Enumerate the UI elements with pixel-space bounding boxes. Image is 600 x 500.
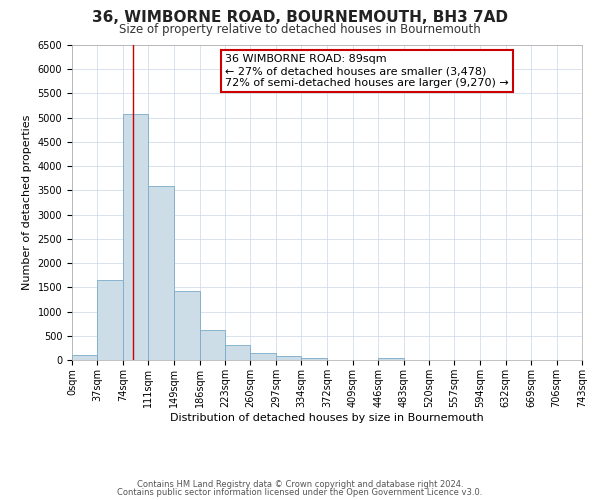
Text: Size of property relative to detached houses in Bournemouth: Size of property relative to detached ho… — [119, 22, 481, 36]
Bar — [97, 280, 123, 360]
Bar — [250, 352, 276, 360]
Bar — [200, 330, 225, 360]
X-axis label: Distribution of detached houses by size in Bournemouth: Distribution of detached houses by size … — [170, 412, 484, 422]
Text: 36 WIMBORNE ROAD: 89sqm
← 27% of detached houses are smaller (3,478)
72% of semi: 36 WIMBORNE ROAD: 89sqm ← 27% of detache… — [225, 54, 509, 88]
Bar — [174, 290, 200, 360]
Text: Contains HM Land Registry data © Crown copyright and database right 2024.: Contains HM Land Registry data © Crown c… — [137, 480, 463, 489]
Bar — [123, 114, 148, 360]
Bar — [378, 358, 404, 360]
Bar — [72, 355, 97, 360]
Text: Contains public sector information licensed under the Open Government Licence v3: Contains public sector information licen… — [118, 488, 482, 497]
Bar — [301, 358, 328, 360]
Text: 36, WIMBORNE ROAD, BOURNEMOUTH, BH3 7AD: 36, WIMBORNE ROAD, BOURNEMOUTH, BH3 7AD — [92, 10, 508, 25]
Bar — [148, 186, 174, 360]
Bar — [225, 346, 250, 360]
Bar — [276, 356, 301, 360]
Y-axis label: Number of detached properties: Number of detached properties — [22, 115, 32, 290]
